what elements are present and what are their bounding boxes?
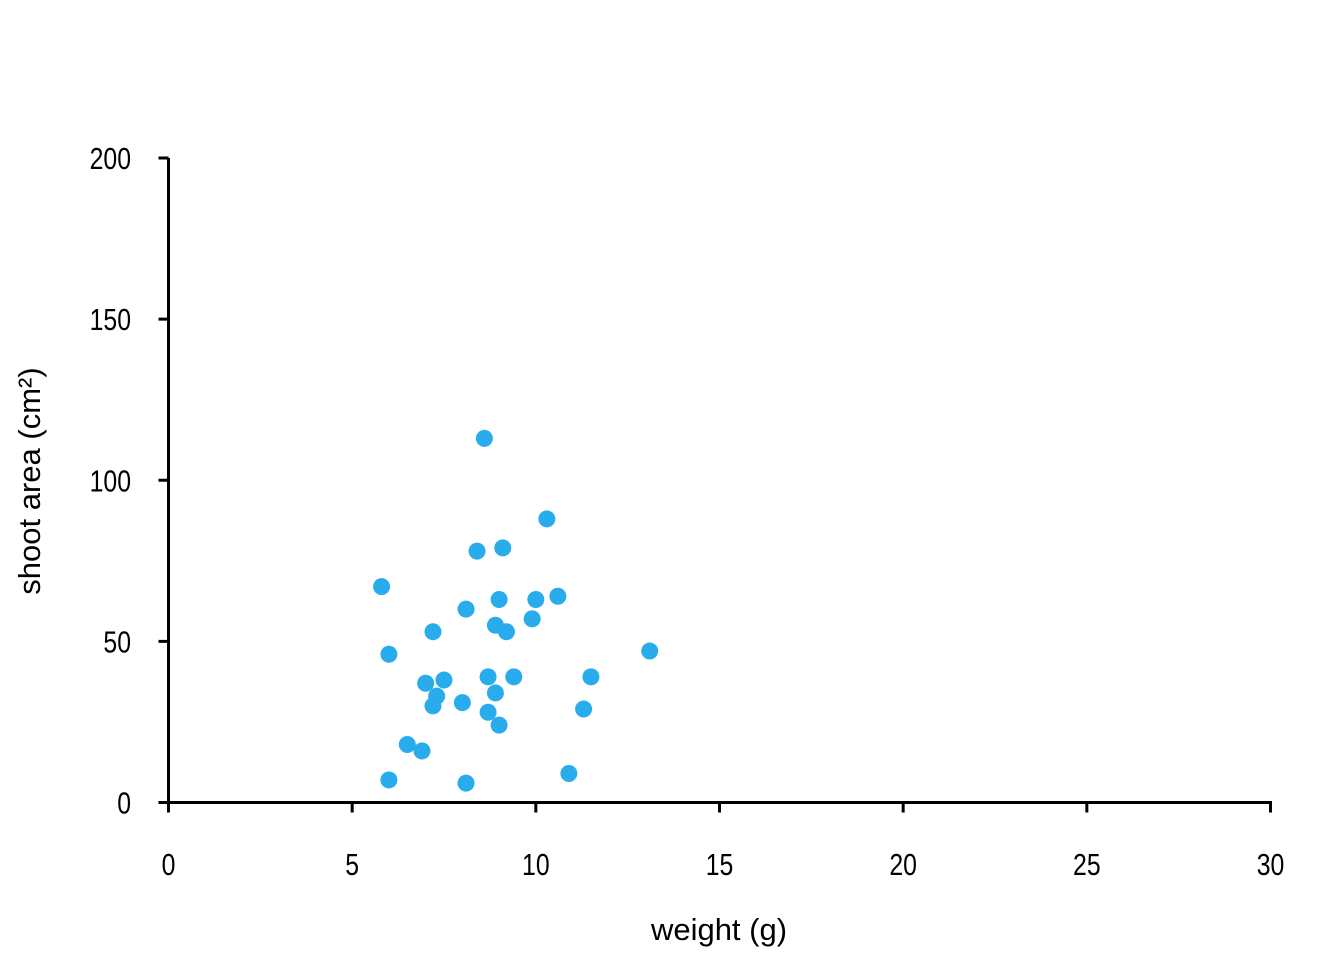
data-point — [497, 623, 515, 641]
data-point — [435, 671, 453, 689]
data-point — [486, 684, 504, 702]
x-tick-label: 30 — [1257, 847, 1285, 882]
data-point — [428, 687, 446, 705]
data-point — [490, 590, 508, 608]
x-tick-label: 5 — [345, 847, 359, 882]
data-point — [527, 590, 545, 608]
data-point — [424, 623, 442, 641]
x-tick-label: 0 — [162, 847, 176, 882]
data-point — [560, 764, 578, 782]
data-point — [479, 668, 497, 686]
y-tick-label: 100 — [90, 463, 131, 498]
data-point — [380, 771, 398, 789]
data-point — [417, 674, 435, 692]
data-point — [398, 735, 416, 753]
data-point — [457, 600, 475, 618]
x-tick-label: 10 — [522, 847, 550, 882]
y-tick-label: 150 — [90, 302, 131, 337]
data-point — [479, 703, 497, 721]
data-point — [453, 694, 471, 712]
data-point — [380, 645, 398, 663]
y-tick-label: 50 — [103, 624, 131, 659]
data-point — [413, 742, 431, 760]
data-point — [373, 578, 391, 596]
y-tick-label: 200 — [90, 141, 131, 176]
data-point — [523, 610, 541, 628]
x-tick-label: 15 — [706, 847, 734, 882]
data-point — [490, 716, 508, 734]
x-tick-label: 20 — [889, 847, 917, 882]
data-point — [575, 700, 593, 718]
x-axis-title: weight (g) — [650, 912, 788, 947]
y-tick-label: 0 — [117, 786, 131, 821]
x-tick-label: 25 — [1073, 847, 1101, 882]
y-axis-title: shoot area (cm²) — [12, 367, 47, 595]
data-point — [494, 539, 512, 557]
data-point — [549, 587, 567, 605]
data-point — [468, 542, 486, 560]
data-point — [538, 510, 556, 528]
data-point — [582, 668, 600, 686]
data-point — [505, 668, 523, 686]
data-point — [475, 429, 493, 447]
data-point — [457, 774, 475, 792]
data-point — [641, 642, 659, 660]
